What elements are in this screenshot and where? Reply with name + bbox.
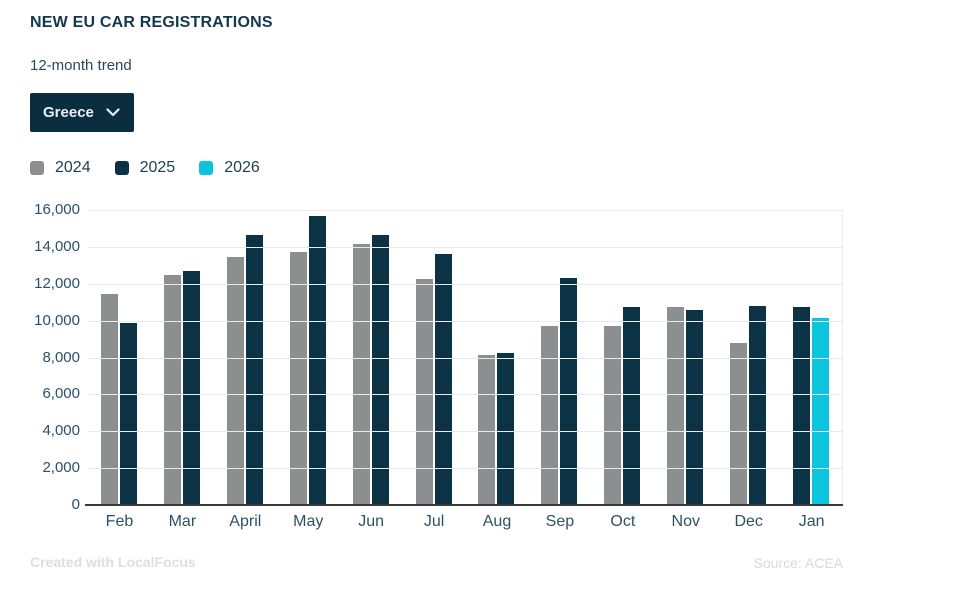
bar-2024-sep[interactable] xyxy=(541,326,559,505)
x-tick-label-mar: Mar xyxy=(168,513,197,530)
bar-2024-dec[interactable] xyxy=(729,342,747,505)
bar-group-aug xyxy=(478,210,515,505)
x-tick-label-may: May xyxy=(293,513,324,530)
x-tick-label-aug: Aug xyxy=(482,513,512,530)
y-tick-label: 10,000 xyxy=(34,311,80,329)
legend-label-2025: 2025 xyxy=(139,159,176,176)
bar-group-jan xyxy=(792,210,829,505)
bar-2024-aug[interactable] xyxy=(478,354,496,505)
bar-group-mar xyxy=(164,210,201,505)
y-tick-label: 16,000 xyxy=(34,201,80,218)
bar-2024-nov[interactable] xyxy=(666,306,684,505)
bars-row xyxy=(88,210,842,505)
bar-2024-oct[interactable] xyxy=(604,326,622,505)
bar-2024-jun[interactable] xyxy=(352,244,370,505)
chevron-down-icon xyxy=(106,108,120,117)
x-tick-label-jan: Jan xyxy=(798,513,825,530)
country-dropdown[interactable]: Greece xyxy=(30,93,134,132)
page-subtitle: 12-month trend xyxy=(30,57,132,74)
y-tick-label: 14,000 xyxy=(34,237,80,255)
x-tick-label-feb: Feb xyxy=(105,513,134,530)
bar-group-may xyxy=(289,210,326,505)
y-tick-label: 4,000 xyxy=(42,422,80,440)
gridline xyxy=(88,210,842,211)
bar-group-feb xyxy=(101,210,138,505)
country-dropdown-label: Greece xyxy=(43,104,94,121)
bar-2025-april[interactable] xyxy=(246,234,264,505)
bar-2025-feb[interactable] xyxy=(120,323,138,505)
bar-2024-jul[interactable] xyxy=(415,279,433,505)
gridline xyxy=(88,283,842,285)
credit-text: Created with LocalFocus xyxy=(30,554,196,570)
source-text: Source: ACEA xyxy=(753,555,844,571)
bar-group-jul xyxy=(415,210,452,505)
x-axis-labels: Feb Mar April May Jun Jul Aug Sep Oct Nov Dec Jan xyxy=(88,513,843,531)
bar-2025-jan[interactable] xyxy=(792,306,810,505)
legend: 2024 2025 2026 xyxy=(30,159,260,177)
x-tick-label-jul: Jul xyxy=(423,513,445,530)
legend-swatch-2024 xyxy=(30,161,44,175)
x-tick-label-sep: Sep xyxy=(545,513,575,530)
x-tick-label-nov: Nov xyxy=(671,513,700,530)
bar-2025-aug[interactable] xyxy=(497,352,515,505)
bar-group-nov xyxy=(666,210,703,505)
bar-group-sep xyxy=(541,210,578,505)
gridline xyxy=(88,357,842,359)
legend-label-2026: 2026 xyxy=(224,159,260,176)
y-tick-label: 8,000 xyxy=(42,348,80,366)
x-tick-label-april: April xyxy=(229,513,262,530)
legend-item-2026: 2026 xyxy=(199,159,260,177)
bar-2024-feb[interactable] xyxy=(101,293,119,505)
y-tick-label: 0 xyxy=(71,496,80,513)
gridline xyxy=(88,394,842,396)
bar-group-oct xyxy=(604,210,641,505)
gridline xyxy=(88,468,842,470)
bar-2025-dec[interactable] xyxy=(748,305,766,505)
gridline xyxy=(88,320,842,322)
x-axis-line xyxy=(85,504,843,506)
bar-2024-april[interactable] xyxy=(227,257,245,505)
bar-2025-may[interactable] xyxy=(308,216,326,505)
gridline xyxy=(88,246,842,248)
bar-2025-sep[interactable] xyxy=(560,278,578,505)
y-tick-label: 6,000 xyxy=(42,385,80,403)
bar-2025-mar[interactable] xyxy=(183,270,201,505)
x-tick-label-oct: Oct xyxy=(610,513,636,530)
x-tick-label-dec: Dec xyxy=(734,513,763,530)
legend-label-2024: 2024 xyxy=(55,159,91,176)
y-tick-label: 2,000 xyxy=(42,459,80,477)
bar-2024-mar[interactable] xyxy=(164,274,182,505)
bar-group-dec xyxy=(729,210,766,505)
bar-2024-may[interactable] xyxy=(289,252,307,505)
page-title: NEW EU CAR REGISTRATIONS xyxy=(30,14,273,31)
bar-2025-jul[interactable] xyxy=(434,254,452,505)
x-tick-label-jun: Jun xyxy=(358,513,385,530)
bar-2025-nov[interactable] xyxy=(685,310,703,505)
legend-item-2025: 2025 xyxy=(114,159,176,177)
gridline xyxy=(88,431,842,433)
legend-swatch-2026 xyxy=(199,161,214,175)
legend-swatch-2025 xyxy=(114,161,129,175)
legend-item-2024: 2024 xyxy=(30,159,91,177)
bar-group-april xyxy=(227,210,264,505)
y-tick-label: 12,000 xyxy=(34,274,80,292)
bar-2025-oct[interactable] xyxy=(623,306,641,505)
bar-group-jun xyxy=(352,210,389,505)
bar-2026-jan[interactable] xyxy=(811,317,829,505)
bar-2025-jun[interactable] xyxy=(371,234,389,505)
plot-area xyxy=(88,210,843,505)
